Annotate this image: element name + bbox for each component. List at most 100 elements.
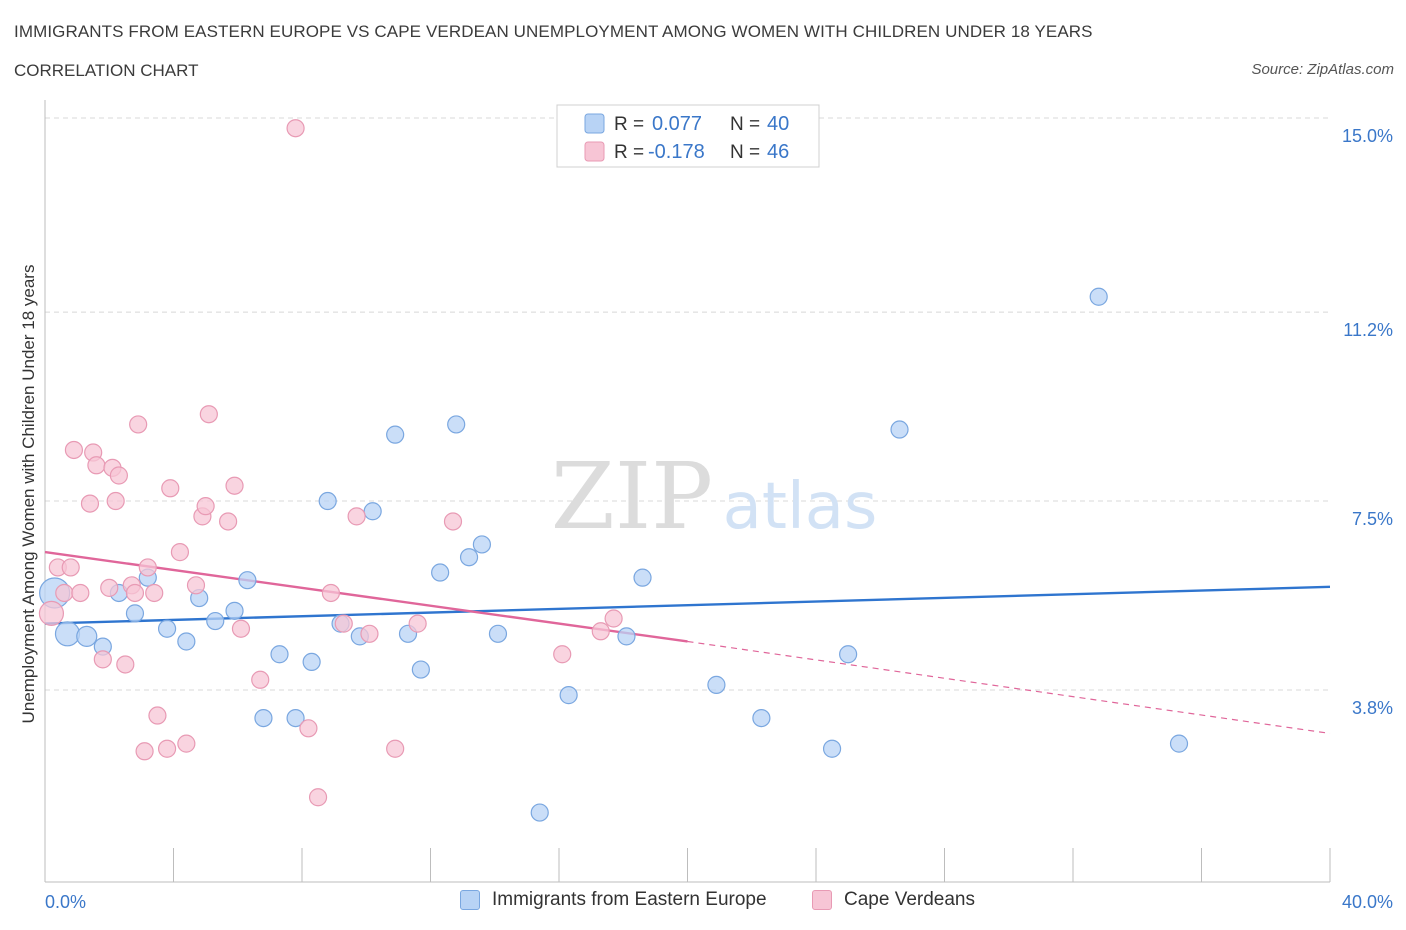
cape-verdean-point-17 [129,415,148,434]
correlation-legend: R = 0.077 N = 40 R = -0.178 N = 46 [556,104,820,168]
eastern-europe-point-35 [822,739,842,758]
eastern-europe-point-29 [530,803,549,822]
chart-subtitle: CORRELATION CHART [14,61,199,80]
legend-r-value-1: 0.077 [652,113,702,135]
legend-n-value-2: 46 [767,141,789,163]
cape-verdean-point-42 [408,614,427,633]
cape-verdean-point-21 [148,706,167,725]
eastern-europe-point-7 [157,619,177,638]
y-axis-label-group: Unemployment Among Women with Children U… [19,265,38,724]
cape-verdean-point-34 [286,119,305,138]
source-label: Source: ZipAtlas.com [1251,61,1394,78]
cape-verdean-point-46 [591,622,610,641]
legend-item-cape-verdeans: Cape Verdeans [812,889,975,911]
legend-r-label-1: R = [614,114,644,135]
cape-verdean-point-12 [106,491,125,511]
y-tick-label-0: 3.8% [1352,698,1393,718]
eastern-europe-point-17 [318,491,337,511]
cape-verdean-point-39 [347,507,366,526]
x-tick-label-0: 0.0% [45,892,86,912]
eastern-europe-point-24 [431,563,450,582]
legend-item-eastern-europe: Immigrants from Eastern Europe [460,889,767,911]
legend-label-cape-verdeans: Cape Verdeans [844,889,975,910]
cape-verdean-point-35 [299,719,318,738]
cape-verdean-point-29 [199,405,218,424]
legend-r-value-2: -0.178 [648,141,705,163]
trend-lines [44,550,1331,735]
cape-verdean-point-0 [38,600,65,626]
cape-verdean-point-2 [55,583,74,603]
eastern-europe-point-21 [386,425,405,444]
eastern-europe-trend-line [44,585,1331,625]
eastern-europe-point-14 [270,645,289,664]
eastern-europe-point-26 [459,548,479,567]
data-points [38,119,1189,822]
eastern-europe-point-1 [54,621,81,647]
watermark: ZIP atlas [551,443,877,550]
eastern-europe-point-36 [839,645,858,664]
eastern-europe-point-23 [411,660,430,679]
eastern-europe-point-20 [363,502,382,521]
legend-label-eastern-europe: Immigrants from Eastern Europe [492,889,767,910]
cape-verdean-point-18 [135,742,154,761]
cape-verdean-point-43 [443,512,463,531]
cape-verdean-point-45 [604,609,623,628]
cape-verdean-point-16 [125,583,145,603]
eastern-europe-point-5 [125,604,145,623]
eastern-europe-point-27 [472,535,491,554]
cape-verdean-point-40 [360,624,379,643]
cape-verdean-point-4 [71,583,90,603]
legend-r-label-2: R = [614,142,644,163]
legend-swatch-eastern-europe [460,890,480,910]
axes: 3.8% 7.5% 11.2% 15.0% 0.0% 40.0% [44,100,1393,912]
eastern-europe-point-13 [254,708,273,728]
x-tick-label-1: 40.0% [1342,892,1393,912]
legend-swatch-pink [584,141,605,162]
eastern-europe-point-34 [752,708,771,728]
eastern-europe-point-33 [707,675,726,694]
cape-verdean-point-20 [145,583,164,603]
eastern-europe-point-2 [76,625,98,647]
cape-verdean-point-38 [334,614,353,633]
cape-verdean-point-13 [109,466,128,485]
y-tick-label-3: 15.0% [1342,126,1393,146]
cape-verdean-point-22 [157,739,177,758]
legend-n-label-2: N = [730,142,760,163]
cape-verdean-point-41 [386,739,405,758]
watermark-zip: ZIP [551,443,713,550]
eastern-europe-point-16 [302,652,321,672]
cape-verdean-point-37 [321,583,341,603]
chart-title: IMMIGRANTS FROM EASTERN EUROPE VS CAPE V… [14,22,1093,41]
eastern-europe-point-8 [177,632,196,651]
cape-verdean-point-10 [100,578,119,597]
eastern-europe-point-11 [225,601,244,620]
y-tick-label-1: 7.5% [1352,509,1393,529]
cape-verdean-point-26 [186,576,206,595]
cape-verdean-point-31 [225,476,244,495]
cape-verdean-point-19 [138,558,157,577]
eastern-europe-point-31 [617,627,636,646]
cape-verdean-point-5 [64,440,84,460]
y-tick-label-2: 11.2% [1343,320,1393,340]
eastern-europe-point-39 [1169,734,1189,753]
cape-verdean-point-6 [80,494,100,513]
cape-verdean-point-24 [170,543,190,562]
eastern-europe-point-28 [488,624,508,643]
cape-verdean-point-36 [308,788,328,807]
cape-verdean-point-32 [231,619,251,638]
cape-verdean-point-9 [93,650,112,669]
legend-swatch-blue [584,113,605,134]
cape-verdean-point-8 [87,456,106,475]
cape-verdean-point-30 [219,512,238,531]
watermark-atlas: atlas [723,470,878,544]
eastern-europe-point-32 [633,568,652,587]
eastern-europe-point-30 [559,686,578,705]
eastern-europe-point-38 [1089,287,1108,306]
eastern-europe-point-25 [447,415,466,434]
cape-verdean-point-14 [116,655,135,674]
legend-n-value-1: 40 [767,113,789,135]
cape-verdean-point-33 [251,670,270,689]
legend-n-label-1: N = [730,114,760,135]
cape-verdean-point-3 [61,558,80,577]
